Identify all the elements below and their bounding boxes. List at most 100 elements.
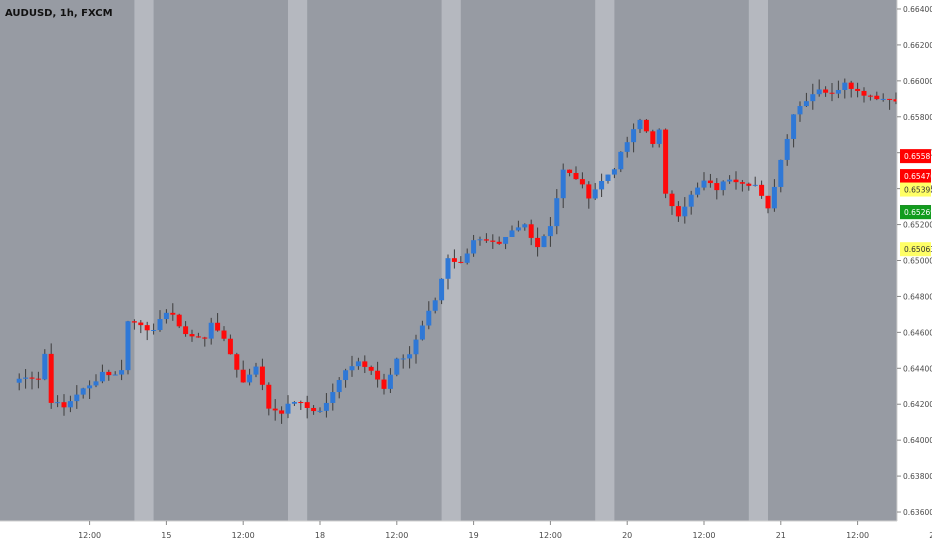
- candle-up: [548, 226, 553, 236]
- price-tick-label: 0.64000: [903, 436, 932, 445]
- candle-down: [887, 99, 892, 100]
- price-tag: 0.65063: [904, 245, 932, 254]
- candle-up: [94, 381, 99, 385]
- price-tick-label: 0.63600: [903, 508, 932, 517]
- price-tick-label: 0.65800: [903, 113, 932, 122]
- session-band: [595, 0, 614, 521]
- candle-up: [356, 361, 361, 366]
- candle-up: [836, 90, 841, 94]
- candle-down: [458, 262, 463, 263]
- candle-up: [407, 354, 412, 358]
- price-tick-label: 0.63800: [903, 472, 932, 481]
- candle-down: [663, 130, 668, 194]
- candle-down: [580, 179, 585, 184]
- candle-down: [676, 206, 681, 216]
- candle-up: [798, 106, 803, 114]
- candle-down: [746, 184, 751, 186]
- candle-up: [126, 321, 131, 370]
- candle-down: [170, 313, 175, 315]
- candle-up: [209, 323, 214, 339]
- candle-down: [362, 361, 367, 367]
- candle-down: [298, 402, 303, 403]
- candle-down: [177, 315, 182, 327]
- candle-up: [810, 94, 815, 101]
- price-tag: 0.65470: [904, 172, 932, 181]
- candle-up: [554, 198, 559, 226]
- price-tag: 0.65581: [904, 152, 932, 161]
- price-axis-ticks: 0.664000.662000.660000.658000.656000.654…: [897, 0, 932, 521]
- candle-down: [714, 183, 719, 190]
- price-tick-label: 0.64600: [903, 328, 932, 337]
- candle-up: [657, 130, 662, 144]
- candle-up: [55, 402, 60, 403]
- candle-up: [510, 230, 515, 237]
- candle-up: [516, 227, 521, 230]
- candle-down: [132, 321, 137, 322]
- time-tick-label: 12:00: [692, 531, 715, 540]
- candle-down: [311, 408, 316, 411]
- price-tick-label: 0.65000: [903, 257, 932, 266]
- candle-up: [842, 83, 847, 90]
- candle-up: [689, 195, 694, 207]
- candle-down: [650, 131, 655, 144]
- candle-up: [119, 370, 124, 374]
- candle-down: [759, 185, 764, 196]
- candle-down: [740, 182, 745, 184]
- session-band: [134, 0, 153, 521]
- candle-up: [612, 169, 617, 174]
- candle-up: [337, 380, 342, 392]
- candle-up: [23, 378, 28, 379]
- candle-down: [190, 334, 195, 336]
- candle-down: [106, 372, 111, 375]
- time-tick-label: 20: [622, 531, 632, 540]
- time-axis[interactable]: [0, 521, 932, 550]
- candle-up: [247, 375, 252, 383]
- candle-up: [778, 160, 783, 187]
- candle-up: [631, 129, 636, 142]
- candle-up: [695, 188, 700, 195]
- candle-down: [644, 120, 649, 131]
- candle-down: [196, 336, 201, 337]
- time-tick-label: 12:00: [385, 531, 408, 540]
- candle-down: [375, 371, 380, 380]
- candle-up: [414, 340, 419, 355]
- candle-up: [286, 404, 291, 414]
- time-tick-label: 19: [469, 531, 479, 540]
- candle-up: [420, 326, 425, 340]
- candle-down: [490, 241, 495, 242]
- candle-up: [817, 89, 822, 94]
- candle-up: [17, 379, 22, 383]
- candle-down: [138, 323, 143, 326]
- candle-down: [382, 380, 387, 389]
- candle-up: [388, 375, 393, 389]
- candle-up: [721, 181, 726, 190]
- candle-down: [567, 170, 572, 173]
- candle-down: [266, 385, 271, 409]
- candle-up: [74, 395, 79, 402]
- session-band: [288, 0, 307, 521]
- candle-up: [606, 175, 611, 181]
- candle-up: [727, 180, 732, 182]
- candle-down: [49, 354, 54, 403]
- candle-up: [881, 99, 886, 100]
- candle-up: [324, 403, 329, 411]
- candle-down: [708, 181, 713, 183]
- candle-down: [862, 91, 867, 96]
- time-tick-label: 12:00: [78, 531, 101, 540]
- candle-up: [465, 254, 470, 263]
- candle-down: [574, 173, 579, 179]
- candle-down: [145, 325, 150, 330]
- candle-up: [81, 388, 86, 394]
- candle-up: [522, 224, 527, 227]
- price-tick-label: 0.65200: [903, 221, 932, 230]
- candle-down: [529, 224, 534, 238]
- candle-up: [791, 114, 796, 139]
- candle-up: [68, 401, 73, 407]
- time-tick-label: 12:00: [232, 531, 255, 540]
- symbol-title: AUDUSD, 1h, FXCM: [5, 8, 113, 19]
- candle-up: [478, 239, 483, 240]
- price-tick-label: 0.64400: [903, 364, 932, 373]
- candle-down: [273, 409, 278, 411]
- candle-up: [599, 181, 604, 189]
